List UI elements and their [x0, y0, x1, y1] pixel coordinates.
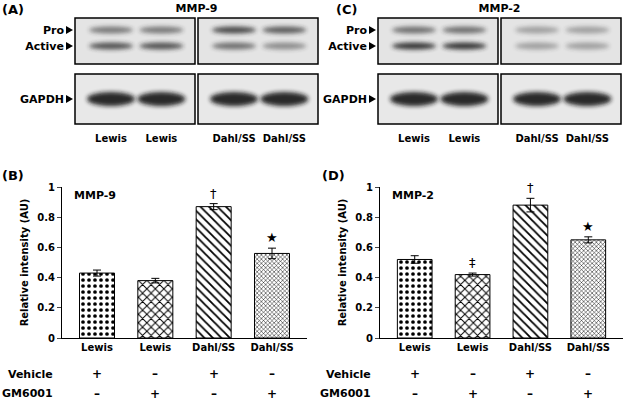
svg-text:–: –: [412, 387, 418, 401]
svg-text:+: +: [92, 367, 102, 381]
svg-text:MMP-2: MMP-2: [479, 2, 521, 15]
svg-text:+: +: [267, 387, 277, 401]
svg-text:Lewis: Lewis: [139, 342, 171, 353]
svg-text:Dahl/SS: Dahl/SS: [212, 133, 255, 144]
svg-text:+: +: [150, 387, 160, 401]
svg-text:+: +: [209, 367, 219, 381]
svg-text:GM6001: GM6001: [2, 387, 53, 400]
svg-text:Dahl/SS: Dahl/SS: [509, 342, 552, 353]
svg-text:MMP-2: MMP-2: [392, 189, 434, 202]
svg-text:1: 1: [366, 182, 373, 193]
svg-text:0.8: 0.8: [37, 212, 55, 223]
svg-text:Lewis: Lewis: [95, 133, 127, 144]
svg-text:GAPDH: GAPDH: [20, 93, 64, 106]
svg-text:Vehicle: Vehicle: [8, 368, 53, 381]
svg-text:Vehicle: Vehicle: [326, 368, 371, 381]
svg-text:★: ★: [582, 219, 594, 234]
svg-text:Lewis: Lewis: [399, 342, 431, 353]
svg-text:(A): (A): [2, 2, 24, 17]
svg-text:+: +: [468, 387, 478, 401]
svg-text:Dahl/SS: Dahl/SS: [515, 133, 558, 144]
svg-text:–: –: [527, 387, 533, 401]
svg-text:0.4: 0.4: [37, 272, 55, 283]
svg-text:MMP-9: MMP-9: [74, 189, 116, 202]
svg-text:0.2: 0.2: [37, 302, 55, 313]
svg-text:Pro: Pro: [43, 24, 64, 37]
svg-text:(C): (C): [336, 2, 357, 17]
svg-text:†: †: [527, 180, 534, 195]
svg-text:–: –: [470, 367, 476, 381]
svg-text:0: 0: [48, 333, 55, 344]
svg-text:Lewis: Lewis: [449, 133, 481, 144]
svg-text:Active: Active: [328, 40, 367, 53]
svg-text:Dahl/SS: Dahl/SS: [263, 133, 306, 144]
svg-text:0.6: 0.6: [37, 242, 55, 253]
svg-text:–: –: [152, 367, 158, 381]
svg-text:Lewis: Lewis: [398, 133, 430, 144]
svg-text:MMP-9: MMP-9: [176, 2, 218, 15]
svg-text:–: –: [94, 387, 100, 401]
svg-text:Pro: Pro: [346, 24, 367, 37]
svg-text:Dahl/SS: Dahl/SS: [250, 342, 293, 353]
svg-text:0.6: 0.6: [355, 242, 373, 253]
svg-text:Lewis: Lewis: [81, 342, 113, 353]
svg-text:0.4: 0.4: [355, 272, 373, 283]
svg-text:0.8: 0.8: [355, 212, 373, 223]
html-text:(B): (B): [2, 168, 24, 183]
svg-text:Relative intensity (AU): Relative intensity (AU): [19, 199, 30, 327]
svg-text:0: 0: [366, 333, 373, 344]
svg-text:GM6001: GM6001: [320, 387, 371, 400]
svg-text:–: –: [211, 387, 217, 401]
svg-text:+: +: [525, 367, 535, 381]
svg-text:Lewis: Lewis: [146, 133, 178, 144]
html-text:(D): (D): [322, 168, 345, 183]
svg-text:+: +: [583, 387, 593, 401]
svg-text:‡: ‡: [469, 255, 476, 270]
svg-text:–: –: [269, 367, 275, 381]
svg-text:Active: Active: [25, 40, 64, 53]
svg-text:–: –: [585, 367, 591, 381]
svg-text:Relative intensity (AU): Relative intensity (AU): [337, 199, 348, 327]
svg-text:GAPDH: GAPDH: [323, 93, 367, 106]
svg-text:★: ★: [266, 230, 278, 245]
svg-text:Dahl/SS: Dahl/SS: [192, 342, 235, 353]
svg-text:†: †: [210, 186, 217, 201]
svg-text:+: +: [410, 367, 420, 381]
svg-text:1: 1: [48, 182, 55, 193]
svg-text:Dahl/SS: Dahl/SS: [567, 342, 610, 353]
svg-text:0.2: 0.2: [355, 302, 373, 313]
svg-text:Lewis: Lewis: [457, 342, 489, 353]
svg-text:Dahl/SS: Dahl/SS: [566, 133, 609, 144]
